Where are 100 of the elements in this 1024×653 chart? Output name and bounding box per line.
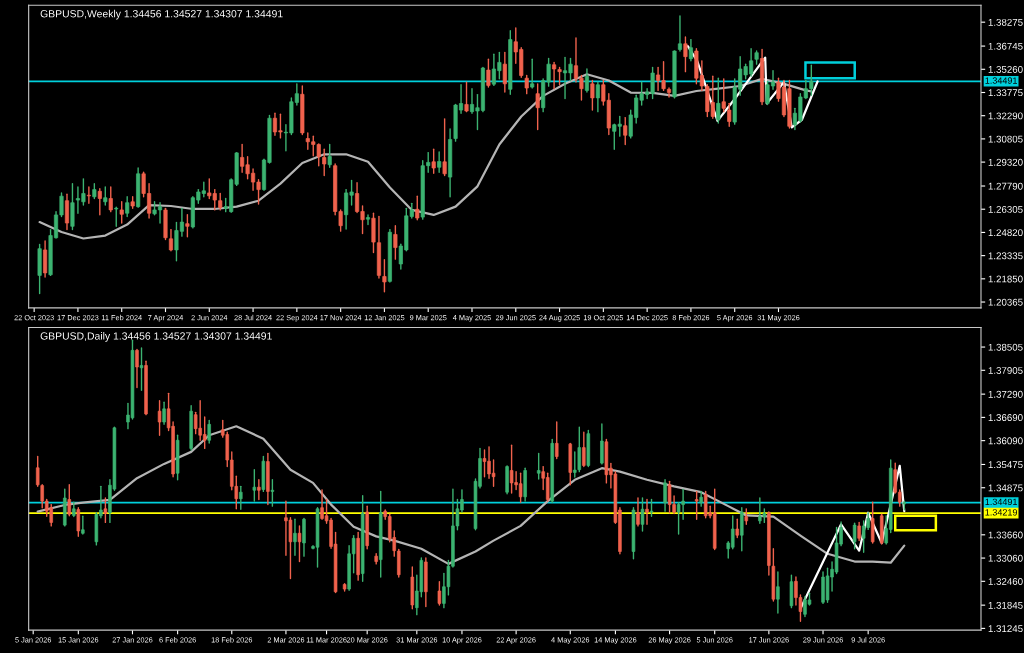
candlestick (284, 500, 288, 557)
y-tick-label: 1.36090 (988, 437, 1023, 445)
ref-line-label: 1.34491 (985, 498, 1017, 506)
ref-line-label: 1.34219 (985, 509, 1018, 516)
candlestick (108, 186, 113, 213)
candlestick (721, 78, 726, 113)
y-tick-label: 1.35475 (988, 461, 1023, 469)
candlestick (135, 348, 139, 389)
candlestick (683, 36, 688, 73)
candlestick (162, 401, 166, 426)
candlestick (415, 195, 420, 221)
candlestick (293, 518, 297, 557)
candlestick (302, 517, 306, 557)
y-tick-label: 1.27790 (988, 182, 1023, 190)
candlestick (43, 240, 48, 278)
candlestick (49, 503, 53, 527)
candlestick (185, 214, 190, 238)
candlestick (327, 143, 332, 168)
candlestick (758, 497, 762, 524)
candlestick (667, 480, 672, 514)
candlestick (103, 186, 108, 206)
candlestick (502, 51, 507, 93)
candlestick (776, 571, 780, 614)
candlestick (600, 423, 604, 465)
candlestick (681, 488, 685, 521)
y-tick-label: 1.36745 (988, 42, 1023, 50)
candlestick (573, 451, 577, 478)
y-tick-label: 1.29320 (988, 158, 1023, 166)
chart-title: GBPUSD,Weekly 1.34456 1.34527 1.34307 1.34491 (40, 9, 283, 20)
candlestick (509, 444, 514, 494)
candlestick (393, 225, 398, 260)
candlestick (365, 214, 371, 226)
candlestick (577, 426, 582, 473)
y-tick-label: 1.20365 (988, 298, 1023, 306)
y-tick-label: 1.24820 (988, 229, 1023, 237)
candlestick (645, 498, 649, 526)
candlestick (582, 431, 586, 468)
candlestick (437, 581, 442, 606)
candlestick (67, 484, 72, 517)
candlestick (857, 521, 861, 542)
candlestick (640, 497, 645, 532)
candlestick (322, 148, 327, 177)
candlestick (125, 196, 130, 218)
candlestick (584, 68, 589, 93)
candlestick (486, 58, 491, 88)
candlestick (157, 400, 162, 436)
candlestick (530, 58, 535, 89)
y-tick-label: 1.23335 (988, 252, 1023, 260)
y-tick-label: 1.30805 (988, 135, 1023, 143)
candlestick (239, 485, 243, 510)
candlestick (663, 479, 667, 512)
y-tick-label: 1.38505 (988, 343, 1023, 351)
candlestick (297, 525, 302, 563)
candlestick (437, 151, 442, 173)
candlestick (252, 469, 257, 502)
y-tick-label: 1.31845 (988, 601, 1023, 609)
y-tick-label: 1.37290 (988, 390, 1023, 398)
y-tick-label: 1.33775 (988, 89, 1023, 97)
candlestick (688, 38, 693, 62)
candlestick (97, 187, 102, 216)
candlestick (81, 515, 85, 535)
candlestick (852, 522, 857, 550)
candlestick (703, 490, 708, 519)
candlestick (536, 452, 541, 480)
candlestick (727, 102, 732, 128)
candlestick (677, 15, 683, 52)
ref-line-label: 1.34491 (985, 77, 1017, 84)
candlestick (442, 118, 447, 177)
candlestick (35, 455, 40, 488)
y-tick-label: 1.26305 (988, 205, 1023, 213)
y-tick-label: 1.33660 (988, 531, 1023, 539)
y-tick-label: 1.37905 (988, 367, 1023, 374)
candlestick (524, 74, 529, 95)
candlestick (270, 479, 275, 507)
y-tick-label: 1.32290 (988, 112, 1023, 120)
chart-title: GBPUSD,Daily 1.34456 1.34527 1.34307 1.34491 (40, 332, 272, 342)
candlestick (86, 186, 91, 205)
candlestick (870, 501, 875, 544)
candlestick (482, 449, 487, 478)
candlestick (202, 416, 207, 450)
candlestick (636, 497, 640, 527)
candlestick (207, 419, 211, 444)
y-tick-label: 1.21850 (988, 275, 1023, 283)
y-tick-label: 1.32460 (988, 578, 1023, 585)
candlestick (694, 490, 699, 521)
y-tick-label: 1.31245 (988, 625, 1023, 633)
y-tick-label: 1.36690 (988, 414, 1023, 422)
candlestick (168, 228, 174, 252)
candlestick (382, 259, 387, 293)
candlestick (76, 506, 81, 538)
candlestick (518, 472, 523, 503)
candlestick (114, 206, 119, 228)
candlestick (740, 506, 744, 552)
candlestick (70, 182, 75, 231)
y-tick-label: 1.33060 (988, 554, 1023, 562)
candlestick (699, 490, 703, 507)
candlestick (623, 116, 628, 146)
candlestick (595, 81, 600, 113)
candlestick (257, 479, 261, 501)
candlestick (716, 77, 721, 124)
